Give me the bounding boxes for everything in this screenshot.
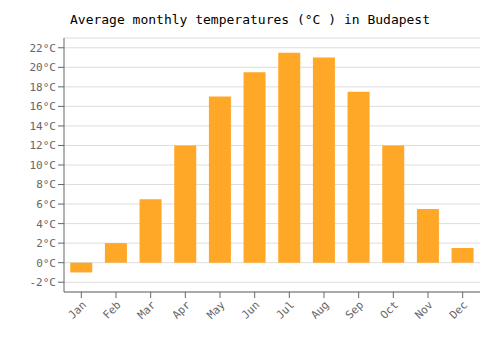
svg-text:16°C: 16°C bbox=[30, 100, 57, 113]
svg-text:Jun: Jun bbox=[239, 298, 262, 321]
svg-text:6°C: 6°C bbox=[36, 198, 56, 211]
svg-text:Jul: Jul bbox=[274, 298, 297, 321]
svg-text:20°C: 20°C bbox=[30, 61, 57, 74]
svg-text:2°C: 2°C bbox=[36, 237, 56, 250]
svg-text:Dec: Dec bbox=[447, 298, 470, 321]
svg-text:Feb: Feb bbox=[100, 298, 123, 321]
svg-text:18°C: 18°C bbox=[30, 81, 57, 94]
html-text:Average monthly temperatures (: Average monthly temperatures (°C ) in Bu… bbox=[70, 12, 430, 27]
svg-text:May: May bbox=[204, 298, 228, 322]
svg-text:Apr: Apr bbox=[170, 298, 194, 322]
svg-text:4°C: 4°C bbox=[36, 218, 56, 231]
svg-text:Nov: Nov bbox=[412, 298, 436, 322]
svg-text:Sep: Sep bbox=[343, 298, 366, 321]
svg-text:8°C: 8°C bbox=[36, 178, 56, 191]
svg-text:0°C: 0°C bbox=[36, 257, 56, 270]
svg-text:14°C: 14°C bbox=[30, 120, 57, 133]
svg-text:Oct: Oct bbox=[378, 298, 401, 321]
svg-text:Mar: Mar bbox=[135, 298, 159, 322]
svg-text:10°C: 10°C bbox=[30, 159, 57, 172]
svg-text:12°C: 12°C bbox=[30, 139, 57, 152]
svg-text:Aug: Aug bbox=[308, 298, 331, 321]
svg-text:22°C: 22°C bbox=[30, 42, 57, 55]
svg-text:Jan: Jan bbox=[66, 298, 89, 321]
svg-text:-2°C: -2°C bbox=[30, 276, 57, 289]
